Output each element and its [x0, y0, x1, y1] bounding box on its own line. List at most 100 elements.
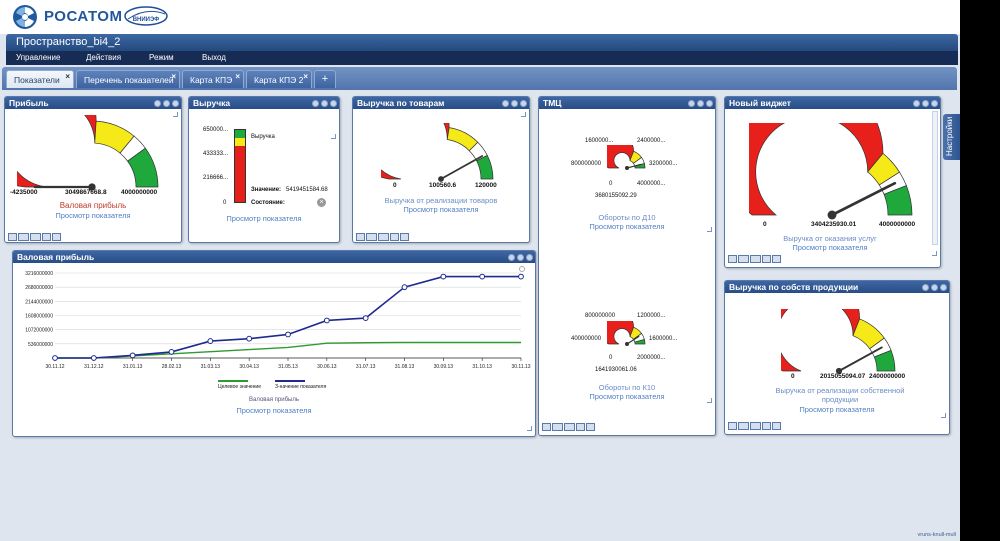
- grid-view-icon[interactable]: [728, 422, 737, 430]
- chart-view-icon[interactable]: [378, 233, 389, 241]
- gauge-max-label: 120000: [475, 182, 497, 189]
- chart-view-icon[interactable]: [30, 233, 41, 241]
- minimize-icon[interactable]: [517, 254, 524, 261]
- tab-label: Карта КПЭ: [190, 75, 233, 85]
- gauge-tick: 4000000...: [637, 181, 666, 187]
- list-view-icon[interactable]: [762, 422, 771, 430]
- widget-header: ТМЦ: [539, 97, 715, 109]
- menu-item-mode[interactable]: Режим: [149, 53, 174, 62]
- tab-label: Перечень показателей: [84, 75, 174, 85]
- grid-view-icon[interactable]: [356, 233, 365, 241]
- close-icon[interactable]: ×: [235, 72, 240, 81]
- list-view-icon[interactable]: [390, 233, 399, 241]
- view-indicator-link[interactable]: Просмотр показателя: [403, 205, 479, 214]
- close-icon[interactable]: [172, 100, 179, 107]
- axis-tick: 216666...: [203, 175, 229, 181]
- minimize-icon[interactable]: [511, 100, 518, 107]
- table-view-icon[interactable]: [552, 423, 563, 431]
- close-icon[interactable]: ×: [171, 72, 176, 81]
- view-indicator-link[interactable]: Просмотр показателя: [792, 243, 868, 252]
- space-title-bar: Пространство_bi4_2: [6, 34, 958, 51]
- compare-view-icon[interactable]: [772, 422, 781, 430]
- compare-view-icon[interactable]: [400, 233, 409, 241]
- vertical-scrollbar[interactable]: [932, 111, 938, 245]
- resize-handle[interactable]: [527, 426, 532, 431]
- view-indicator-link[interactable]: Просмотр показателя: [589, 222, 665, 231]
- table-view-icon[interactable]: [738, 422, 749, 430]
- close-icon[interactable]: [931, 100, 938, 107]
- gauge-tick: 2400000...: [637, 138, 666, 144]
- settings-icon[interactable]: [913, 100, 920, 107]
- settings-icon[interactable]: [508, 254, 515, 261]
- chart-view-icon[interactable]: [750, 422, 761, 430]
- view-indicator-link[interactable]: Просмотр показателя: [589, 392, 665, 401]
- widget-title: Новый виджет: [729, 98, 791, 108]
- tab-indicator-list[interactable]: Перечень показателей ×: [76, 70, 180, 88]
- tab-kpi-map-2[interactable]: Карта КПЭ 2 ×: [246, 70, 312, 88]
- tab-indicators[interactable]: Показатели ×: [6, 70, 74, 88]
- settings-icon[interactable]: [312, 100, 319, 107]
- close-icon[interactable]: ×: [303, 72, 308, 81]
- close-icon[interactable]: [520, 100, 527, 107]
- chart-menu-icon[interactable]: [519, 266, 525, 272]
- minimize-icon[interactable]: [931, 284, 938, 291]
- view-mode-toolbar: [542, 423, 596, 432]
- minimize-icon[interactable]: [321, 100, 328, 107]
- minimize-icon[interactable]: [922, 100, 929, 107]
- minimize-icon[interactable]: [697, 100, 704, 107]
- gauge-green-zone: [127, 147, 159, 188]
- chart-view-icon[interactable]: [564, 423, 575, 431]
- list-view-icon[interactable]: [42, 233, 51, 241]
- resize-handle[interactable]: [932, 251, 937, 256]
- grid-view-icon[interactable]: [542, 423, 551, 431]
- settings-icon[interactable]: [502, 100, 509, 107]
- grid-view-icon[interactable]: [8, 233, 17, 241]
- menu-item-manage[interactable]: Управление: [16, 53, 61, 62]
- table-view-icon[interactable]: [738, 255, 749, 263]
- settings-side-tab[interactable]: Настройки: [943, 114, 960, 160]
- resize-handle[interactable]: [707, 227, 712, 232]
- menu-item-actions[interactable]: Действия: [86, 53, 122, 62]
- resize-handle[interactable]: [941, 413, 946, 418]
- compare-view-icon[interactable]: [772, 255, 781, 263]
- settings-icon[interactable]: [688, 100, 695, 107]
- close-icon[interactable]: [526, 254, 533, 261]
- resize-handle[interactable]: [331, 134, 336, 139]
- gauge-value-label: 100560.6: [429, 182, 457, 189]
- view-indicator-link[interactable]: Просмотр показателя: [236, 406, 312, 415]
- gauge-max-label: 4000000000: [121, 189, 158, 196]
- table-view-icon[interactable]: [366, 233, 377, 241]
- table-view-icon[interactable]: [18, 233, 29, 241]
- settings-icon[interactable]: [154, 100, 161, 107]
- compare-view-icon[interactable]: [586, 423, 595, 431]
- settings-icon[interactable]: [922, 284, 929, 291]
- chart-view-icon[interactable]: [750, 255, 761, 263]
- compare-view-icon[interactable]: [52, 233, 61, 241]
- grid-view-icon[interactable]: [728, 255, 737, 263]
- view-indicator-link[interactable]: Просмотр показателя: [55, 211, 131, 220]
- gauge-min-label: 0: [393, 182, 397, 189]
- view-indicator-link[interactable]: Просмотр показателя: [226, 214, 302, 223]
- services-revenue-gauge: [749, 123, 913, 220]
- gauge-caption: Обороты по К10: [598, 383, 656, 392]
- legend-swatch-target: [218, 380, 248, 382]
- menu-item-exit[interactable]: Выход: [202, 53, 226, 62]
- close-icon[interactable]: [330, 100, 337, 107]
- close-icon[interactable]: [940, 284, 947, 291]
- add-tab-button[interactable]: +: [314, 70, 336, 88]
- series-actual-point: [129, 352, 136, 359]
- close-icon[interactable]: [706, 100, 713, 107]
- resize-handle[interactable]: [521, 112, 526, 117]
- footer-link[interactable]: vruns-knull-mull: [917, 532, 956, 538]
- minimize-icon[interactable]: [163, 100, 170, 107]
- list-view-icon[interactable]: [762, 255, 771, 263]
- tab-kpi-map[interactable]: Карта КПЭ ×: [182, 70, 244, 88]
- revenue-thermometer: [234, 129, 246, 203]
- list-view-icon[interactable]: [576, 423, 585, 431]
- close-icon[interactable]: ×: [65, 72, 70, 81]
- gauge-caption: Выручка от оказания услуг: [783, 234, 877, 243]
- view-indicator-link[interactable]: Просмотр показателя: [799, 405, 875, 414]
- resize-handle[interactable]: [173, 112, 178, 117]
- resize-handle[interactable]: [707, 398, 712, 403]
- view-mode-toolbar: [356, 233, 410, 242]
